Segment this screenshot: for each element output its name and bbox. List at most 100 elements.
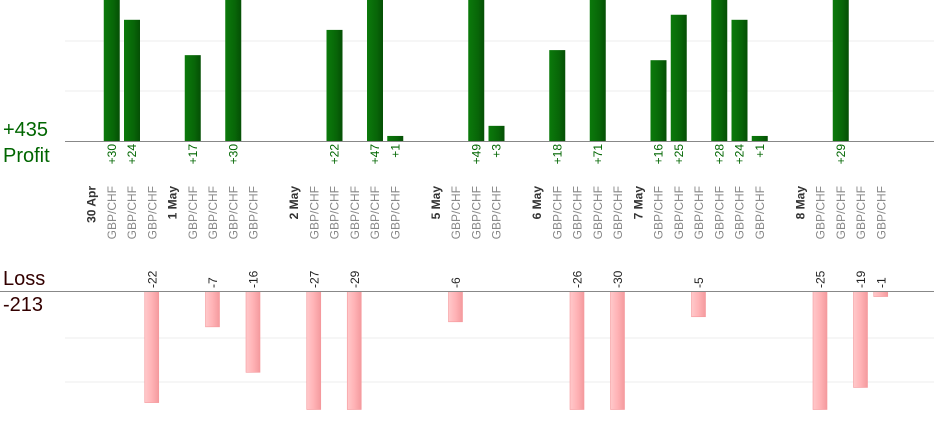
profit-bar	[184, 55, 201, 141]
profit-value-label: +1	[753, 144, 767, 158]
profit-total: +435	[3, 119, 49, 141]
loss-bar	[853, 291, 868, 388]
pair-label: GBP/CHF	[145, 186, 159, 239]
loss-value-label: -1	[874, 277, 888, 288]
profit-value-label: +22	[328, 144, 342, 165]
pair-label: GBP/CHF	[814, 186, 828, 239]
pair-label: GBP/CHF	[307, 186, 321, 239]
date-label: 8 May	[793, 186, 807, 220]
pair-label: GBP/CHF	[874, 186, 888, 239]
value-labels: +30 +24 -22 +17 -7 +30 -16 -27 +22 -29 +47 +1 -6 +49 +…	[105, 144, 889, 288]
loss-bar	[205, 291, 220, 328]
profit-bar	[670, 14, 687, 141]
loss-value-label: -22	[145, 270, 159, 288]
pair-label: GBP/CHF	[328, 186, 342, 239]
profit-value-label: +49	[469, 144, 483, 165]
loss-value-label: -7	[206, 277, 220, 288]
profit-bar	[124, 19, 140, 141]
loss-bar	[448, 291, 463, 323]
profit-value-label: +24	[125, 144, 139, 165]
pair-label: GBP/CHF	[247, 186, 261, 239]
profit-title: Profit	[3, 145, 50, 167]
profit-bar	[387, 135, 404, 141]
loss-value-label: -26	[571, 270, 585, 288]
loss-bar	[610, 291, 625, 410]
pair-label: GBP/CHF	[834, 186, 848, 239]
profit-bar	[549, 50, 566, 141]
pair-label: GBP/CHF	[469, 186, 483, 239]
pair-label: GBP/CHF	[226, 186, 240, 239]
loss-bar	[144, 291, 160, 403]
pair-label: GBP/CHF	[490, 186, 504, 239]
pair-label: GBP/CHF	[652, 186, 666, 239]
profit-value-label: +71	[591, 144, 605, 165]
pair-label: GBP/CHF	[733, 186, 747, 239]
date-label: 2 May	[287, 186, 301, 220]
profit-bar	[367, 0, 383, 141]
loss-value-label: -16	[247, 270, 261, 288]
pair-label: GBP/CHF	[591, 186, 605, 239]
loss-value-label: -5	[692, 277, 706, 288]
pair-label: GBP/CHF	[712, 186, 726, 239]
profit-bar	[103, 0, 120, 141]
category-labels: GBP/CHF GBP/CHF GBP/CHF GBP/CHF GBP/CHF GBP/C…	[85, 186, 889, 240]
pair-label: GBP/CHF	[105, 186, 119, 239]
loss-bar	[306, 291, 322, 410]
date-label: 1 May	[166, 186, 180, 220]
profit-bar	[650, 60, 667, 142]
date-label: 30 Apr	[85, 186, 99, 223]
pair-label: GBP/CHF	[550, 186, 564, 239]
pair-label: GBP/CHF	[186, 186, 200, 239]
profit-value-label: +30	[105, 144, 119, 165]
loss-value-label: -6	[449, 277, 463, 288]
loss-bar	[245, 291, 261, 373]
profit-value-label: +29	[834, 144, 848, 165]
profit-bar	[589, 0, 606, 141]
pair-label: GBP/CHF	[125, 186, 139, 239]
profit-bar	[731, 19, 748, 141]
pair-label: GBP/CHF	[753, 186, 767, 239]
profit-value-label: +18	[550, 144, 564, 165]
profit-bar	[832, 0, 849, 141]
pair-label: GBP/CHF	[368, 186, 382, 239]
profit-bar	[225, 0, 242, 141]
profit-value-label: +28	[712, 144, 726, 165]
profit-value-label: +16	[652, 144, 666, 165]
pair-label: GBP/CHF	[348, 186, 362, 239]
pair-label: GBP/CHF	[449, 186, 463, 239]
profit-bar	[468, 0, 485, 141]
loss-value-label: -25	[814, 270, 828, 288]
loss-bar	[873, 291, 889, 297]
loss-title: Loss	[3, 268, 46, 290]
profit-value-label: +17	[186, 144, 200, 165]
bars	[103, 0, 889, 410]
pair-label: GBP/CHF	[692, 186, 706, 239]
loss-value-label: -19	[854, 270, 868, 288]
loss-bar	[812, 291, 828, 410]
profit-value-label: +3	[490, 144, 504, 158]
profit-bar	[488, 125, 505, 141]
profit-value-label: +47	[368, 144, 382, 165]
pair-label: GBP/CHF	[854, 186, 868, 239]
date-label: 6 May	[530, 186, 544, 220]
baselines	[0, 141, 934, 292]
pair-label: GBP/CHF	[611, 186, 625, 239]
loss-total: -213	[3, 294, 44, 316]
loss-bar	[691, 291, 706, 318]
pair-label: GBP/CHF	[388, 186, 402, 239]
profit-value-label: +30	[226, 144, 240, 165]
profit-bar	[326, 29, 343, 141]
pair-label: GBP/CHF	[571, 186, 585, 239]
profit-value-label: +24	[733, 144, 747, 165]
loss-value-label: -29	[348, 270, 362, 288]
profit-value-label: +25	[672, 144, 686, 165]
loss-value-label: -27	[307, 270, 321, 288]
gridlines	[65, 40, 934, 383]
loss-bar	[346, 291, 362, 410]
profit-bar	[751, 135, 768, 141]
pair-label: GBP/CHF	[672, 186, 686, 239]
pair-label: GBP/CHF	[206, 186, 220, 239]
date-label: 7 May	[631, 186, 645, 220]
